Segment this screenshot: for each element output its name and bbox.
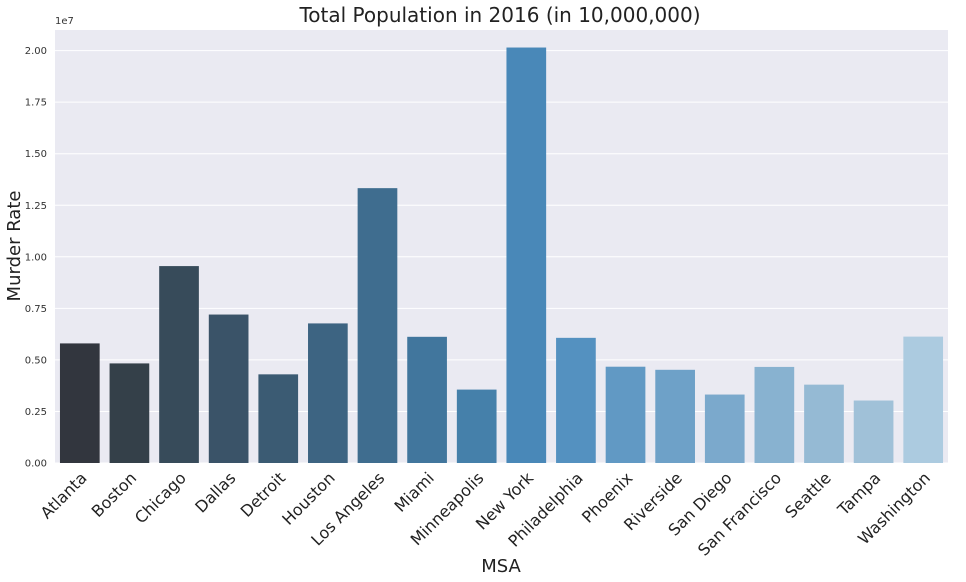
x-axis-label: MSA (481, 556, 521, 577)
bar-san-diego (704, 394, 745, 463)
bar-dallas (208, 314, 249, 463)
bar-chicago (159, 266, 199, 463)
bar-houston (308, 323, 348, 463)
y-tick-label: 1.00 (25, 252, 47, 263)
bar-washington (903, 336, 944, 463)
gridlines (55, 50, 948, 464)
y-tick-label: 1.75 (25, 98, 47, 109)
y-ticks: 0.00 0.25 0.50 0.75 1.00 1.25 1.50 1.75 2.00 (25, 46, 47, 469)
bar-minneapolis (456, 389, 497, 463)
chart-title: Total Population in 2016 (in 10,000,000) (298, 3, 700, 27)
x-tick-label: Seattle (781, 468, 834, 521)
bars (59, 47, 944, 464)
x-tick-label: Miami (390, 468, 437, 515)
bar-los-angeles (357, 188, 398, 463)
bar-new-york (506, 47, 547, 464)
bar-philadelphia (556, 337, 596, 463)
x-tick-label: Dallas (191, 468, 239, 516)
bar-atlanta (59, 343, 100, 463)
bar-san-francisco (754, 366, 795, 463)
bar-miami (407, 336, 447, 463)
bar-riverside (655, 369, 695, 463)
y-tick-label: 0.50 (25, 355, 47, 366)
bar-phoenix (605, 366, 646, 463)
y-tick-label: 2.00 (25, 46, 47, 57)
y-tick-label: 0.00 (25, 459, 47, 470)
y-tick-label: 0.75 (25, 304, 47, 315)
bar-tampa (853, 400, 894, 463)
y-axis-label: Murder Rate (4, 191, 25, 302)
y-tick-label: 1.50 (25, 149, 47, 160)
x-tick-label: Atlanta (37, 468, 91, 522)
bar-seattle (804, 384, 844, 463)
y-offset-label: 1e7 (55, 16, 74, 27)
y-tick-label: 0.25 (25, 407, 47, 418)
bar-detroit (258, 374, 299, 463)
bar-boston (109, 363, 150, 463)
x-tick-label: Chicago (131, 468, 190, 527)
y-tick-label: 1.25 (25, 201, 47, 212)
